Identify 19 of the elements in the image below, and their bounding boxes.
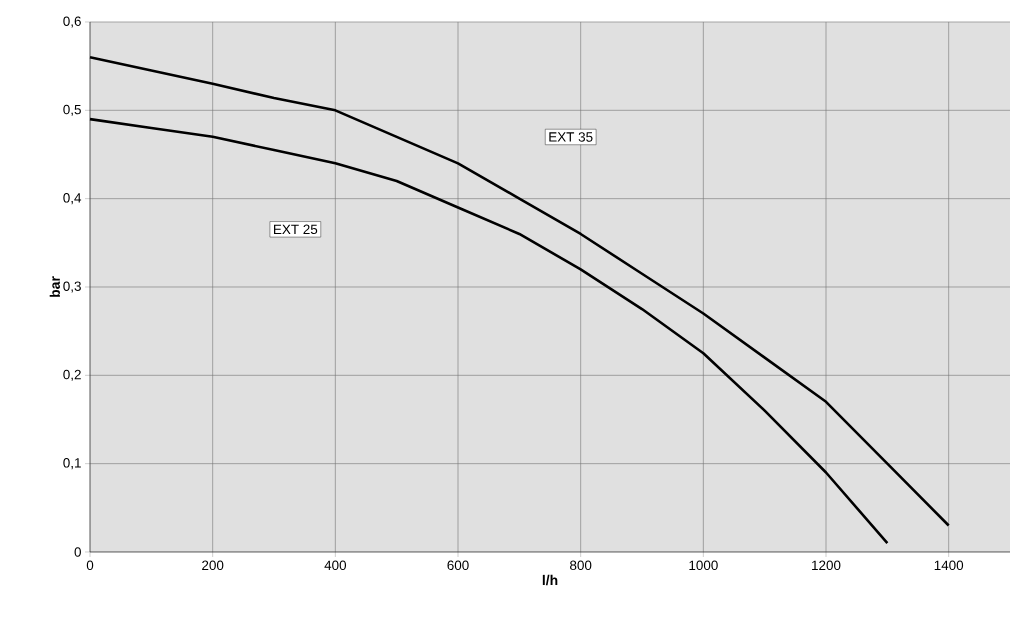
text: EXT 25 <box>274 224 318 235</box>
y-tick-label: 0,3 <box>63 281 81 293</box>
x-tick-label: 1200 <box>812 560 841 571</box>
y-tick-label: 0,6 <box>63 16 81 28</box>
x-tick-label: 1000 <box>689 560 718 571</box>
x-axis-title: l/h <box>542 574 558 586</box>
y-tick-label: 0,1 <box>63 458 81 470</box>
y-tick-label: 0,5 <box>63 104 81 116</box>
x-tick-label: 200 <box>202 560 224 571</box>
y-tick-label: 0,2 <box>63 369 81 381</box>
x-tick-label: 0 <box>86 560 94 571</box>
y-tick-label: 0 <box>74 547 81 557</box>
x-tick-label: 1400 <box>934 560 964 571</box>
y-axis-title: bar <box>49 276 60 297</box>
y-tick-label: 0,4 <box>63 193 82 205</box>
x-tick-label: 800 <box>570 560 592 571</box>
x-tick-label: 400 <box>324 560 347 571</box>
text: EXT 35 <box>549 132 593 142</box>
x-tick-label: 600 <box>447 560 469 571</box>
